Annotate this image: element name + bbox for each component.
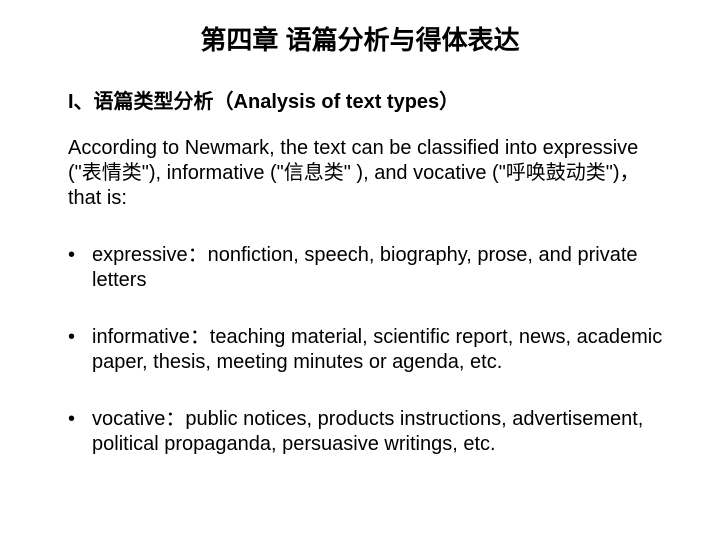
slide-subtitle: I、语篇类型分析（Analysis of text types） bbox=[50, 85, 670, 114]
bullet-list: expressive：nonfiction, speech, biography… bbox=[50, 243, 670, 457]
list-item: vocative：public notices, products instru… bbox=[68, 407, 670, 457]
intro-paragraph: According to Newmark, the text can be cl… bbox=[50, 136, 670, 211]
list-item: informative：teaching material, scientifi… bbox=[68, 325, 670, 375]
list-item: expressive：nonfiction, speech, biography… bbox=[68, 243, 670, 293]
slide-title: 第四章 语篇分析与得体表达 bbox=[50, 20, 670, 57]
